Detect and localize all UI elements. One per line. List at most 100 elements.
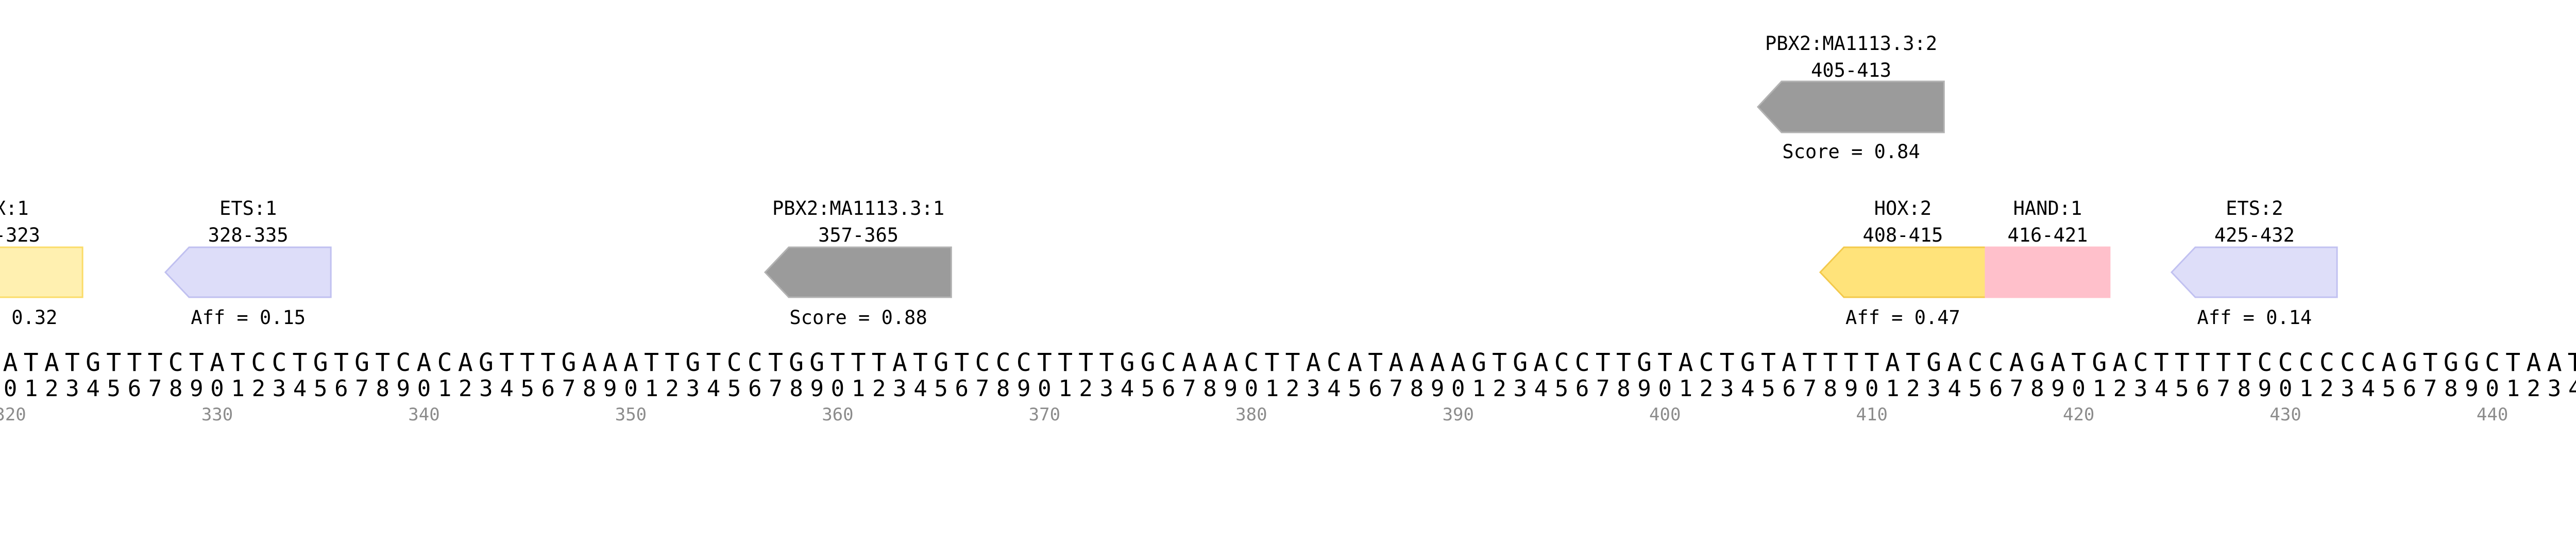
motif-arrow-shape	[0, 246, 84, 298]
position-digit: 3	[479, 376, 493, 402]
position-digit: 5	[1968, 376, 1982, 402]
position-digit: 8	[2237, 376, 2251, 402]
sequence-base: T	[127, 348, 142, 377]
motif-score: Score = 0.84	[1782, 141, 1920, 163]
position-digit: 4	[1947, 376, 1962, 402]
position-digit: 4	[1534, 376, 1548, 402]
sequence-base: A	[2112, 348, 2128, 377]
sequence-base: T	[189, 348, 204, 377]
position-digit: 9	[2258, 376, 2272, 402]
sequence-base: G	[1740, 348, 1755, 377]
position-digit: 6	[1161, 376, 1176, 402]
position-digit: 6	[955, 376, 969, 402]
sequence-base: T	[1802, 348, 1818, 377]
sequence-base: G	[789, 348, 804, 377]
sequence-base: A	[1347, 348, 1363, 377]
tick-label: 330	[201, 404, 233, 425]
motif-arrow-polygon	[164, 246, 332, 298]
motif-arrow-polygon	[1757, 80, 1945, 133]
sequence-base: T	[1099, 348, 1114, 377]
sequence-base: A	[416, 348, 432, 377]
sequence-base: A	[1885, 348, 1900, 377]
sequence-base: G	[478, 348, 494, 377]
position-digit: 8	[376, 376, 389, 402]
position-digit: 8	[1617, 376, 1631, 402]
position-digit: 3	[686, 376, 700, 402]
position-digit: 6	[2402, 376, 2417, 402]
position-digit: 1	[1058, 376, 1072, 402]
position-digit: 1	[1679, 376, 1693, 402]
motif-arrow-shape	[764, 246, 953, 298]
position-digit: 4	[1120, 376, 1134, 402]
position-digit: 3	[2341, 376, 2354, 402]
position-digit: 8	[1203, 376, 1217, 402]
sequence-base: T	[1368, 348, 1383, 377]
position-digit: 6	[1575, 376, 1589, 402]
position-digit: 1	[1265, 376, 1279, 402]
motif-score: Aff = 0.14	[2197, 307, 2312, 329]
sequence-base: T	[2422, 348, 2438, 377]
motif-range: 416-421	[2007, 224, 2088, 246]
sequence-base: G	[2464, 348, 2479, 377]
position-digit: 0	[624, 376, 638, 402]
position-digit: 8	[2030, 376, 2044, 402]
sequence-base: T	[768, 348, 783, 377]
position-digit: 2	[459, 376, 472, 402]
sequence-base: G	[1471, 348, 1486, 377]
position-digit: 2	[1699, 376, 1714, 402]
sequence-base: T	[830, 348, 845, 377]
tick-label: 340	[408, 404, 440, 425]
sequence-base: C	[2278, 348, 2293, 377]
position-digit: 2	[1906, 376, 1920, 402]
sequence-base: G	[313, 348, 328, 377]
position-digit: 4	[1327, 376, 1341, 402]
motif-name: HOX:1	[0, 197, 29, 219]
motif-score: Score = 0.88	[789, 307, 927, 329]
sequence-base: T	[520, 348, 535, 377]
sequence-base: T	[2174, 348, 2190, 377]
tick-label: 320	[0, 404, 26, 425]
sequence-base: T	[1843, 348, 1859, 377]
tick-label: 360	[822, 404, 854, 425]
motif-range: 316-323	[0, 224, 40, 246]
position-digit: 7	[2216, 376, 2230, 402]
sequence-base: G	[1513, 348, 1528, 377]
sequence-base: T	[1864, 348, 1879, 377]
sequence-base: A	[602, 348, 618, 377]
position-digit: 5	[2175, 376, 2189, 402]
position-digit: 2	[1079, 376, 1093, 402]
sequence-base: C	[2298, 348, 2314, 377]
sequence-base: C	[396, 348, 411, 377]
sequence-base: T	[2505, 348, 2521, 377]
sequence-base: A	[2381, 348, 2397, 377]
sequence-base: T	[540, 348, 556, 377]
tick-label: 410	[1856, 404, 1888, 425]
sequence-base: T	[1264, 348, 1280, 377]
sequence-base: T	[147, 348, 163, 377]
sequence-base: C	[437, 348, 452, 377]
position-digit: 5	[314, 376, 328, 402]
tick-label: 400	[1649, 404, 1681, 425]
sequence-base: T	[333, 348, 349, 377]
position-digit: 9	[1430, 376, 1445, 402]
sequence-base: A	[2009, 348, 2024, 377]
sequence-base: T	[499, 348, 515, 377]
sequence-base: A	[2547, 348, 2562, 377]
sequence-base: C	[2485, 348, 2500, 377]
position-digit: 6	[1782, 376, 1796, 402]
position-digit: 3	[1307, 376, 1320, 402]
position-digit: 3	[2133, 376, 2148, 402]
position-digit: 6	[2196, 376, 2210, 402]
sequence-base: C	[1554, 348, 1569, 377]
motif-name: ETS:1	[219, 197, 277, 219]
sequence-base: T	[1037, 348, 1052, 377]
sequence-base: G	[934, 348, 949, 377]
motif-arrow-polygon	[1819, 246, 1987, 298]
position-digit: 2	[2320, 376, 2334, 402]
motif-score: Aff = 0.47	[1845, 307, 1960, 329]
sequence-base: A	[457, 348, 473, 377]
motif-range: 357-365	[818, 224, 899, 246]
position-digit: 9	[810, 376, 824, 402]
tick-label: 380	[1235, 404, 1267, 425]
